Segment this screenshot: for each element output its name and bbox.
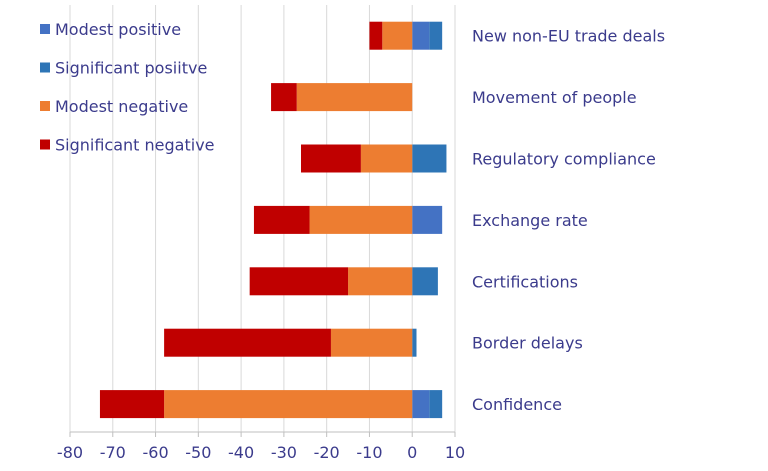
bar-segment bbox=[348, 267, 413, 296]
bar-segment bbox=[412, 390, 430, 419]
bar-segment bbox=[412, 205, 443, 234]
category-label: Border delays bbox=[472, 334, 583, 353]
legend-swatch bbox=[40, 139, 50, 150]
legend-label: Modest negative bbox=[55, 97, 188, 116]
bar-segment bbox=[253, 205, 310, 234]
legend-swatch bbox=[40, 101, 50, 111]
bar-segment bbox=[309, 205, 413, 234]
category-label: New non-EU trade deals bbox=[472, 27, 665, 46]
bar-segment bbox=[330, 328, 413, 357]
bar-segment bbox=[412, 328, 417, 357]
bar-segment bbox=[429, 390, 443, 419]
x-axis-ticks: -80 -70 -60 -50 -40 -30 -20 -10 0 10 bbox=[57, 432, 465, 462]
bar-segment bbox=[99, 390, 165, 419]
x-tick-label: -50 bbox=[185, 443, 211, 462]
bar-segment bbox=[249, 267, 349, 296]
bars bbox=[99, 21, 447, 419]
category-label: Regulatory compliance bbox=[472, 150, 656, 169]
bar-segment bbox=[429, 21, 443, 50]
bar-segment bbox=[412, 21, 430, 50]
bar-segment bbox=[412, 144, 447, 173]
bar-segment bbox=[301, 144, 361, 173]
category-label: Exchange rate bbox=[472, 211, 588, 230]
category-label: Confidence bbox=[472, 395, 562, 414]
bar-segment bbox=[164, 390, 413, 419]
category-label: Movement of people bbox=[472, 88, 637, 107]
x-tick-label: -60 bbox=[142, 443, 168, 462]
legend-label: Significant negative bbox=[55, 136, 215, 155]
x-tick-label: -40 bbox=[228, 443, 254, 462]
legend-swatch bbox=[40, 62, 50, 73]
legend-label: Significant posiitve bbox=[55, 59, 207, 78]
x-tick-label: 10 bbox=[445, 443, 465, 462]
x-tick-label: -30 bbox=[271, 443, 297, 462]
x-tick-label: 0 bbox=[407, 443, 417, 462]
legend: Modest positive Significant posiitve Modes… bbox=[40, 20, 215, 155]
x-tick-label: -20 bbox=[314, 443, 340, 462]
bar-segment bbox=[360, 144, 413, 173]
legend-swatch bbox=[40, 24, 50, 34]
bar-segment bbox=[271, 83, 297, 112]
x-tick-label: -70 bbox=[100, 443, 126, 462]
bar-segment bbox=[412, 267, 438, 296]
bar-segment bbox=[164, 328, 331, 357]
category-label: Certifications bbox=[472, 272, 578, 291]
bar-segment bbox=[382, 21, 413, 50]
bar-segment bbox=[296, 83, 413, 112]
x-tick-label: -10 bbox=[356, 443, 382, 462]
bar-segment bbox=[369, 21, 383, 50]
legend-label: Modest positive bbox=[55, 20, 181, 39]
category-labels: New non-EU trade deals Movement of people… bbox=[472, 27, 665, 414]
x-tick-label: -80 bbox=[57, 443, 83, 462]
